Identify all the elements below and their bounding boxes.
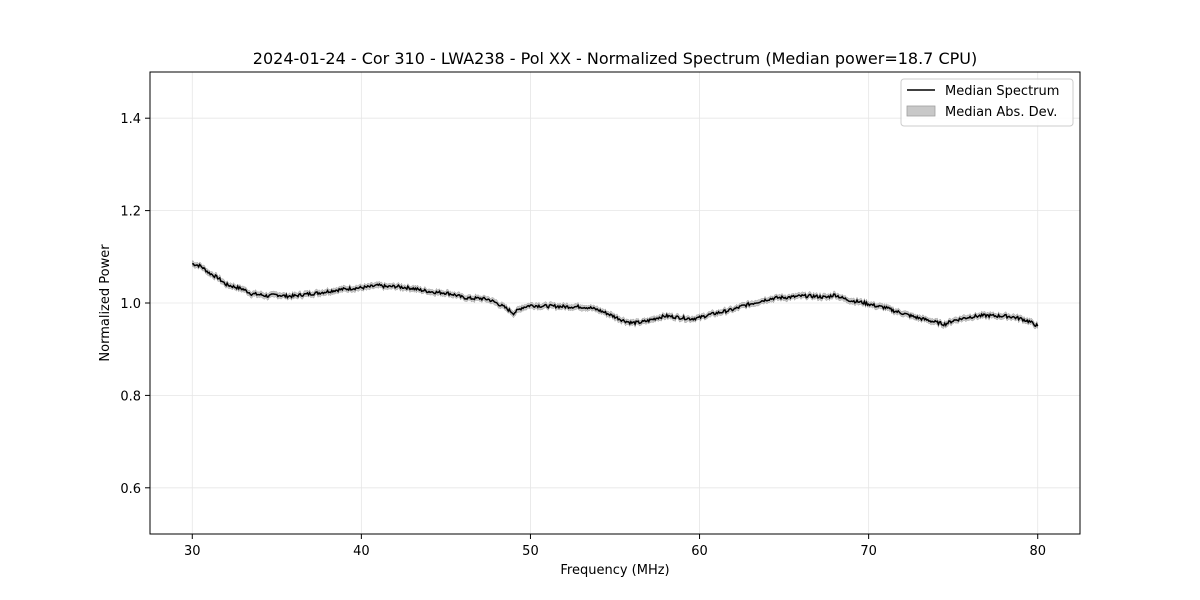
x-tick-label: 50: [522, 544, 539, 559]
y-axis-ticks: 0.6 0.8 1.0 1.2 1.4: [120, 112, 150, 497]
x-tick-label: 40: [353, 544, 370, 559]
legend-entry-median-spectrum: Median Spectrum: [945, 84, 1059, 99]
x-tick-label: 30: [184, 544, 201, 559]
legend: Median Spectrum Median Abs. Dev.: [900, 78, 1074, 127]
y-tick-label: 1.2: [120, 205, 141, 220]
x-tick-label: 60: [691, 544, 708, 559]
x-axis-ticks: 30 40 50 60 70 80: [184, 534, 1046, 559]
legend-entry-median-abs-dev: Median Abs. Dev.: [945, 105, 1057, 120]
y-axis-label: Normalized Power: [98, 244, 113, 362]
y-tick-label: 1.4: [120, 112, 141, 127]
x-tick-label: 70: [860, 544, 877, 559]
legend-band-swatch: [906, 105, 936, 117]
x-axis-label: Frequency (MHz): [560, 563, 669, 578]
x-tick-label: 80: [1029, 544, 1046, 559]
chart-title: 2024-01-24 - Cor 310 - LWA238 - Pol XX -…: [253, 49, 977, 68]
y-tick-label: 1.0: [120, 297, 141, 312]
legend-box: [900, 78, 1074, 127]
y-tick-label: 0.8: [120, 389, 141, 404]
median-spectrum-line: [192, 263, 1039, 328]
y-tick-label: 0.6: [120, 482, 141, 497]
